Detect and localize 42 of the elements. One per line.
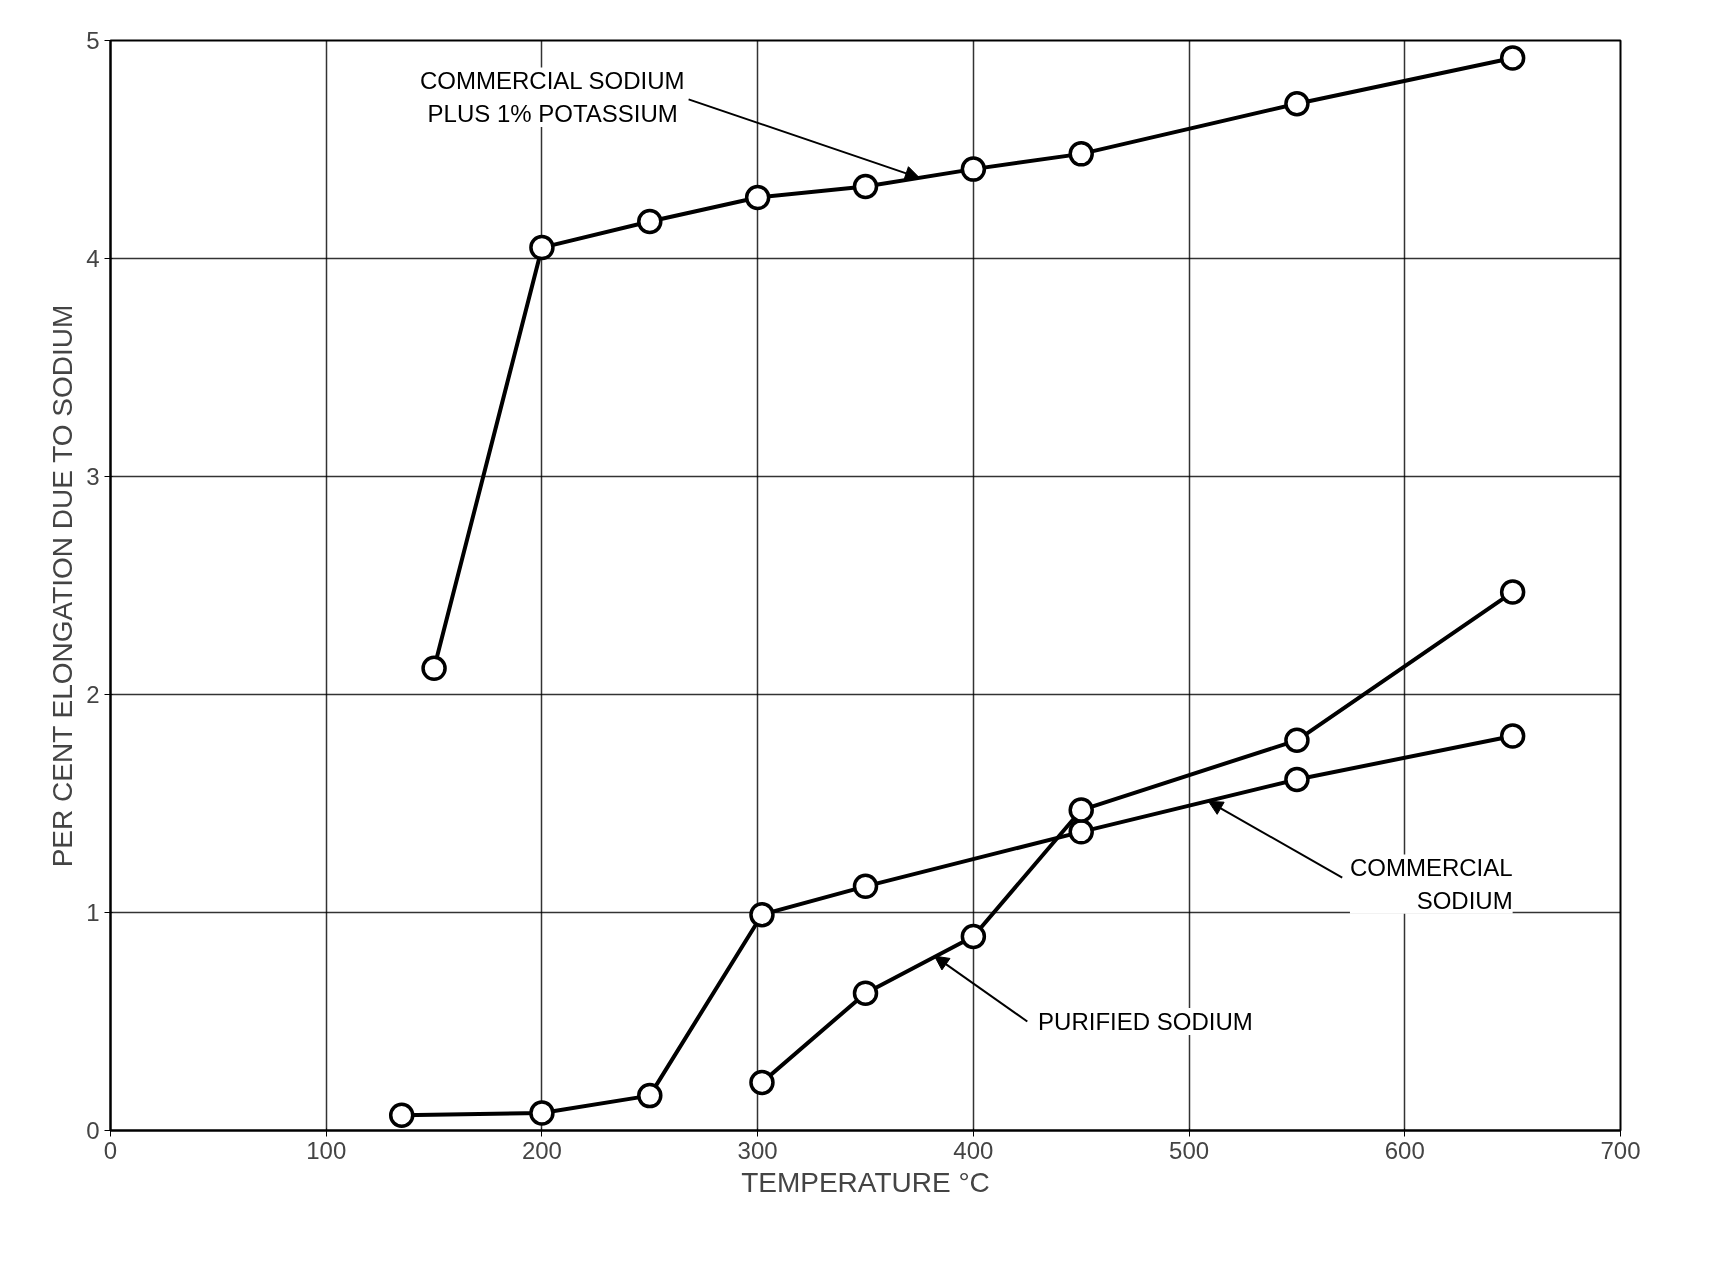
y-tick-label: 2	[86, 681, 100, 708]
point	[637, 208, 663, 235]
x-tick-label: 600	[1384, 1136, 1425, 1164]
x-tick-label: 400	[953, 1136, 994, 1164]
point	[1284, 766, 1310, 793]
annotation: PURIFIED SODIUM	[1038, 1008, 1253, 1035]
point	[529, 234, 555, 261]
point	[1068, 797, 1094, 823]
point	[749, 901, 775, 928]
y-tick-label: 3	[86, 463, 100, 490]
point	[1499, 45, 1526, 71]
x-axis-title: TEMPERATURE °C	[741, 1166, 990, 1198]
point	[1068, 141, 1094, 167]
point	[529, 1100, 555, 1126]
point	[388, 1102, 415, 1128]
x-tick-label: 500	[1169, 1136, 1210, 1164]
point	[421, 655, 447, 682]
point	[1499, 579, 1526, 605]
y-axis-title: PER CENT ELONGATION DUE TO SODIUM	[47, 304, 79, 868]
point	[852, 980, 879, 1006]
point	[1284, 90, 1310, 117]
point	[960, 923, 987, 950]
point	[744, 184, 771, 211]
y-tick-label: 1	[86, 899, 100, 926]
y-tick-label: 5	[86, 27, 100, 54]
x-tick-label: 100	[306, 1136, 347, 1164]
point	[852, 873, 879, 900]
x-tick-label: 300	[737, 1136, 778, 1164]
point	[1499, 723, 1526, 749]
point	[637, 1082, 663, 1109]
y-tick-label: 4	[86, 245, 100, 272]
x-tick-label: 200	[521, 1136, 562, 1164]
point	[749, 1069, 775, 1096]
annotation: COMMERCIAL SODIUM PLUS 1% POTASSIUM	[420, 67, 685, 127]
y-tick-label: 0	[86, 1117, 100, 1144]
point	[1284, 727, 1310, 754]
point	[960, 156, 987, 182]
x-tick-label: 700	[1600, 1136, 1641, 1164]
annotation: COMMERCIAL SODIUM	[1349, 854, 1513, 914]
point	[1068, 819, 1094, 845]
x-tick-label: 0	[103, 1136, 118, 1164]
point	[852, 173, 879, 200]
